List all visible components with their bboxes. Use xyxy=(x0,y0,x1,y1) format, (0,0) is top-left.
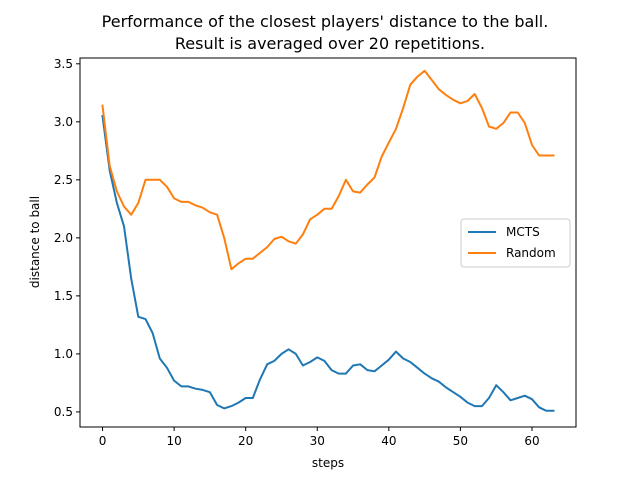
y-tick-label: 3.0 xyxy=(54,115,73,129)
x-tick-label: 60 xyxy=(524,434,539,448)
y-axis-label: distance to ball xyxy=(28,196,42,288)
plot-frame xyxy=(79,57,577,428)
series-line-mcts xyxy=(101,114,555,412)
legend: MCTS Random xyxy=(460,218,571,268)
x-axis-label: steps xyxy=(312,456,344,470)
y-tick-label: 1.5 xyxy=(54,289,73,303)
x-tick-label: 10 xyxy=(166,434,181,448)
legend-label-mcts: MCTS xyxy=(506,225,540,239)
x-tick-label: 50 xyxy=(453,434,468,448)
chart-title-line-2: Result is averaged over 20 repetitions. xyxy=(175,34,485,53)
y-tick-label: 2.5 xyxy=(54,173,73,187)
y-tick-label: 3.5 xyxy=(54,57,73,71)
x-tick-label: 40 xyxy=(381,434,396,448)
chart-title-line-1: Performance of the closest players' dist… xyxy=(102,12,549,31)
y-tick-label: 0.5 xyxy=(54,405,73,419)
series-line-random xyxy=(101,69,555,271)
x-tick-label: 30 xyxy=(310,434,325,448)
legend-label-random: Random xyxy=(506,246,556,260)
x-tick-label: 0 xyxy=(99,434,107,448)
y-tick-label: 1.0 xyxy=(54,347,73,361)
ticks-layer: 0 10 20 30 40 50 60 0.5 1.0 1.5 2.0 2.5 3.0 3.5 xyxy=(54,57,540,448)
y-tick-label: 2.0 xyxy=(54,231,73,245)
lines-layer xyxy=(101,69,555,412)
x-tick-label: 20 xyxy=(238,434,253,448)
